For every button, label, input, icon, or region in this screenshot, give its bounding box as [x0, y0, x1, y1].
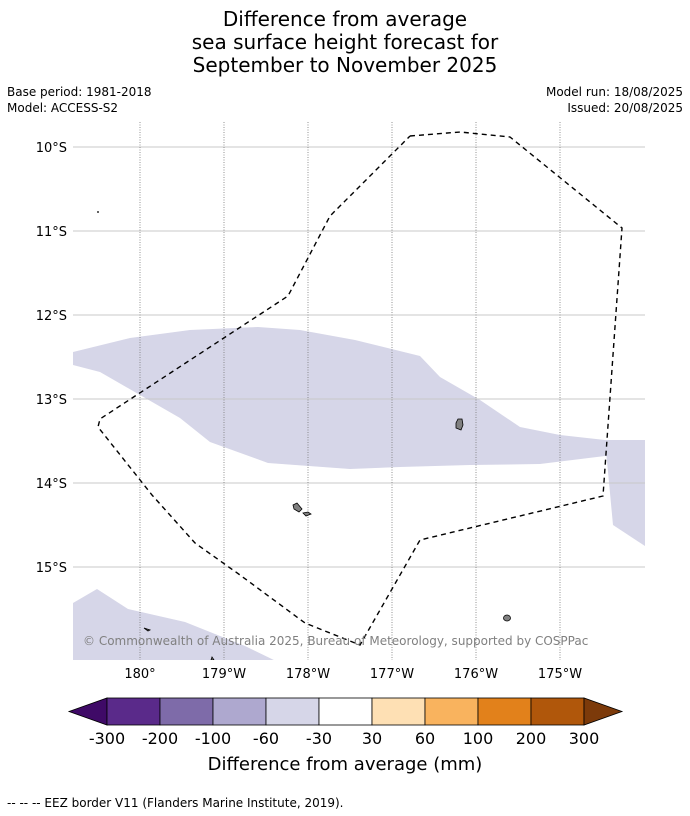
- anomaly-band-east: [605, 440, 645, 546]
- colorbar-ticks: -300 -200 -100 -60 -30 30 60 100 200 300: [89, 729, 599, 748]
- colorbar-tick-label: -60: [253, 729, 279, 748]
- colorbar-segment: [159, 697, 214, 726]
- island-futuna: [292, 502, 303, 513]
- title-line-1: Difference from average: [222, 7, 468, 31]
- colorbar-label: Difference from average (mm): [208, 754, 483, 775]
- attribution: © Commonwealth of Australia 2025, Bureau…: [83, 634, 588, 648]
- colorbar-tick-label: 300: [569, 729, 600, 748]
- anomaly-band-central: [73, 327, 645, 469]
- colorbar: [67, 697, 624, 726]
- colorbar-segment: [371, 697, 426, 726]
- title-line-3: September to November 2025: [192, 53, 498, 77]
- lat-label: 13°S: [36, 393, 67, 408]
- map-plot-area: © Commonwealth of Australia 2025, Bureau…: [73, 122, 645, 660]
- island-southwest-reef: [143, 627, 152, 632]
- lat-label: 12°S: [36, 309, 67, 324]
- lon-label: 179°W: [202, 667, 246, 682]
- map-figure: © Commonwealth of Australia 2025, Bureau…: [36, 122, 645, 775]
- lon-label: 175°W: [538, 667, 582, 682]
- map-title: Difference from average sea surface heig…: [0, 8, 690, 77]
- colorbar-tick-label: -100: [195, 729, 231, 748]
- lon-gridlines: [139, 122, 561, 660]
- lat-label: 14°S: [36, 477, 67, 492]
- island-southeast: [503, 614, 511, 622]
- colorbar-tick-label: 100: [463, 729, 494, 748]
- colorbar-segment: [318, 697, 373, 726]
- base-period: Base period: 1981-2018: [7, 85, 152, 99]
- issued-date: Issued: 20/08/2025: [567, 101, 683, 115]
- island-south-edge: [210, 656, 215, 660]
- model-run: Model run: 18/08/2025: [545, 85, 683, 99]
- colorbar-tick-label: 30: [362, 729, 382, 748]
- islands: [97, 211, 511, 660]
- eez-footnote: -- -- -- EEZ border V11 (Flanders Marine…: [7, 796, 344, 810]
- lat-labels: 10°S 11°S 12°S 13°S 14°S 15°S: [36, 141, 67, 576]
- colorbar-extend-high: [583, 697, 624, 726]
- title-line-2: sea surface height forecast for: [191, 30, 499, 54]
- colorbar-tick-label: -300: [89, 729, 125, 748]
- lat-label: 15°S: [36, 561, 67, 576]
- colorbar-segment: [477, 697, 532, 726]
- lon-label: 180°: [124, 667, 155, 682]
- meta-left: Base period: 1981-2018 Model: ACCESS-S2: [7, 84, 152, 116]
- island-northwest-islet: [97, 211, 99, 213]
- colorbar-segment: [530, 697, 585, 726]
- lon-label: 176°W: [454, 667, 498, 682]
- colorbar-segment: [106, 697, 161, 726]
- lon-label: 177°W: [370, 667, 414, 682]
- eez-border: [97, 131, 623, 646]
- colorbar-tick-label: 60: [415, 729, 435, 748]
- colorbar-tick-label: 200: [516, 729, 547, 748]
- lat-gridlines: [73, 146, 645, 568]
- colorbar-tick-label: -200: [142, 729, 178, 748]
- lon-labels: 180° 179°W 178°W 177°W 176°W 175°W: [124, 667, 582, 682]
- lon-label: 178°W: [286, 667, 330, 682]
- lat-label: 11°S: [36, 225, 67, 240]
- colorbar-segment: [265, 697, 320, 726]
- colorbar-extend-low: [67, 697, 108, 726]
- meta-right: Model run: 18/08/2025 Issued: 20/08/2025: [546, 84, 683, 116]
- anomaly-patch-southwest: [73, 589, 274, 660]
- colorbar-segment: [424, 697, 479, 726]
- model-name: Model: ACCESS-S2: [7, 101, 119, 115]
- colorbar-segment: [212, 697, 267, 726]
- island-alofi: [302, 511, 312, 517]
- lat-label: 10°S: [36, 141, 67, 156]
- island-uvea: [455, 418, 464, 431]
- colorbar-tick-label: -30: [306, 729, 332, 748]
